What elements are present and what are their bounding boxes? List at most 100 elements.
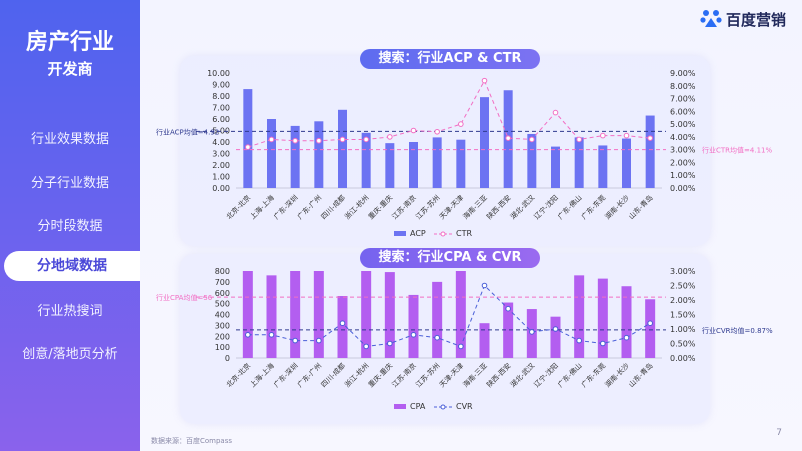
cpa-cvr-line-point <box>505 305 511 312</box>
acp-ctr-bar <box>456 139 466 188</box>
cpa-cvr-category-label: 湖北-武汉 <box>508 361 536 389</box>
cpa-cvr-right-tick-label: 0.50% <box>670 340 696 349</box>
acp-ctr-bar <box>622 138 631 188</box>
nav-item-region[interactable]: 分地域数据 <box>4 251 140 281</box>
nav-item-hot-keywords[interactable]: 行业热搜词 <box>37 304 103 319</box>
cpa-cvr-line-point <box>387 340 393 347</box>
cpa-cvr-line-point <box>245 332 251 338</box>
chart-title-cpa-cvr: 搜索：行业CPA & CVR <box>360 248 540 268</box>
acp-ctr-right-tick-label: 8.00% <box>670 82 696 91</box>
acp-ctr-left-tick-label: 2.00 <box>212 161 230 170</box>
acp-ctr-category-label: 江苏-南京 <box>390 193 418 221</box>
acp-ctr-right-tick-label: 0.00% <box>670 184 696 193</box>
cpa-cvr-bar <box>432 281 443 358</box>
acp-ctr-bar <box>243 89 253 188</box>
cpa-cvr-bar <box>645 299 656 358</box>
acp-ctr-line-point <box>647 135 653 141</box>
acp-ctr-line-point <box>623 132 630 139</box>
cpa-cvr-category-label: 湖南-长沙 <box>603 361 631 389</box>
acp-ctr-bar <box>314 121 324 188</box>
nav-item-performance[interactable]: 行业效果数据 <box>30 132 109 147</box>
cpa-cvr-category-label: 天津-天津 <box>438 362 465 389</box>
acp-ctr-line-point <box>458 121 464 127</box>
acp-ctr-bar <box>527 133 537 188</box>
acp-ctr-category-label: 上海-上海 <box>248 193 276 221</box>
data-source-note: 数据来源：百度Compass <box>151 437 233 445</box>
acp-ctr-line-point <box>410 127 417 134</box>
acp-ctr-line-point <box>600 132 606 139</box>
nav-item-sub-industry[interactable]: 分子行业数据 <box>30 176 109 191</box>
cpa-cvr-category-label: 广东-广州 <box>295 361 323 389</box>
acp-ctr-bar <box>598 145 608 188</box>
acp-ctr-line-point <box>481 77 488 84</box>
cpa-cvr-category-label: 重庆-重庆 <box>366 361 394 389</box>
cpa-cvr-right-tick-label: 2.50% <box>670 282 696 291</box>
acp-ctr-bar <box>338 109 347 188</box>
acp-ctr-line-point <box>245 144 251 150</box>
cpa-cvr-line-point <box>434 334 440 341</box>
cpa-cvr-right-tick-label: 1.50% <box>670 311 696 320</box>
cpa-cvr-bar <box>266 275 277 358</box>
acp-ctr-category-label: 广东-广州 <box>295 193 323 221</box>
cpa-cvr-line-point <box>552 326 559 332</box>
cpa-cvr-category-label: 山东-青岛 <box>627 361 655 389</box>
cpa-cvr-bar <box>313 271 324 358</box>
cpa-cvr-line-point <box>363 343 369 350</box>
industry-subtitle: 开发商 <box>47 60 93 78</box>
acp-ctr-bar <box>267 119 276 188</box>
sidebar: 房产行业 开发商 行业效果数据 分子行业数据 分时段数据 分地域数据 行业热搜词… <box>0 0 140 451</box>
cpa-cvr-legend-bar-label: CPA <box>410 402 426 411</box>
cpa-cvr-line-point <box>576 337 582 344</box>
cpa-cvr-line-point <box>458 343 464 350</box>
nav-item-time-period[interactable]: 分时段数据 <box>37 219 103 234</box>
cpa-cvr-category-label: 江苏-南京 <box>390 361 418 389</box>
acp-ctr-category-label: 江苏-苏州 <box>414 193 442 221</box>
acp-ctr-category-label: 湖南-长沙 <box>603 193 631 221</box>
nav-item-creative-landing[interactable]: 创意/落地页分析 <box>22 347 118 362</box>
cpa-cvr-legend-bar-swatch <box>394 404 406 409</box>
charts-layer: 10.00 9.00 8.00 7.00 6.00 5.00 4.00 3.00 2.00 1.0… <box>156 69 773 411</box>
acp-ctr-category-label: 陕西-西安 <box>485 193 513 221</box>
acp-ctr-bar <box>409 142 418 188</box>
acp-ctr-right-tick-label: 3.00% <box>670 146 696 155</box>
cpa-cvr-left-tick-label: 300 <box>215 321 230 330</box>
acp-ctr-left-tick-label: 5.00 <box>212 127 230 136</box>
acp-ctr-left-tick-label: 3.00 <box>212 150 230 159</box>
cpa-cvr-bar <box>361 271 372 358</box>
acp-ctr-category-label: 重庆-重庆 <box>366 193 394 221</box>
acp-ctr-line-series <box>247 79 651 148</box>
cpa-cvr-line-point <box>623 334 630 341</box>
acp-ctr-line-point <box>268 136 275 143</box>
acp-ctr-bar <box>480 97 489 188</box>
acp-ctr-ref-label-right: 行业CTR均值=4.11% <box>702 146 772 155</box>
cpa-cvr-line-point <box>481 282 488 289</box>
acp-ctr-right-tick-label: 2.00% <box>670 158 696 167</box>
cpa-cvr-bar <box>479 323 490 358</box>
acp-ctr-category-label: 海南-三亚 <box>461 193 489 221</box>
cpa-cvr-category-label: 辽宁-沈阳 <box>532 361 560 389</box>
cpa-cvr-left-tick-label: 600 <box>215 289 230 298</box>
acp-ctr-left-tick-label: 7.00 <box>212 104 230 113</box>
cpa-cvr-ref-label-right: 行业CVR均值=0.87% <box>702 326 773 335</box>
cpa-cvr-category-label: 上海-上海 <box>248 361 276 389</box>
acp-ctr-right-tick-label: 4.00% <box>670 133 696 142</box>
cpa-cvr-line-point <box>316 337 322 344</box>
cpa-cvr-bar <box>290 271 301 358</box>
acp-ctr-left-tick-label: 6.00 <box>212 115 230 124</box>
acp-ctr-line-point <box>292 137 298 144</box>
acp-ctr-legend-line-label: CTR <box>456 229 472 238</box>
acp-ctr-left-tick-label: 8.00 <box>212 92 230 101</box>
cpa-cvr-ref-label-left: 行业CPA均值=56 <box>156 293 213 302</box>
acp-ctr-right-tick-label: 5.00% <box>670 120 696 129</box>
cpa-cvr-bar <box>550 316 561 358</box>
acp-ctr-bar <box>551 146 560 188</box>
cpa-cvr-right-tick-label: 2.00% <box>670 296 696 305</box>
acp-ctr-category-label: 四川-成都 <box>319 193 347 221</box>
cpa-cvr-line-point <box>647 320 653 327</box>
acp-ctr-line-point <box>316 137 322 144</box>
cpa-cvr-left-tick-label: 0 <box>225 354 230 363</box>
cpa-cvr-line-point <box>339 320 346 327</box>
cpa-cvr-category-label: 陕西-西安 <box>485 361 513 389</box>
acp-ctr-category-label: 湖北-武汉 <box>508 193 536 221</box>
acp-ctr-line-point <box>339 136 346 143</box>
